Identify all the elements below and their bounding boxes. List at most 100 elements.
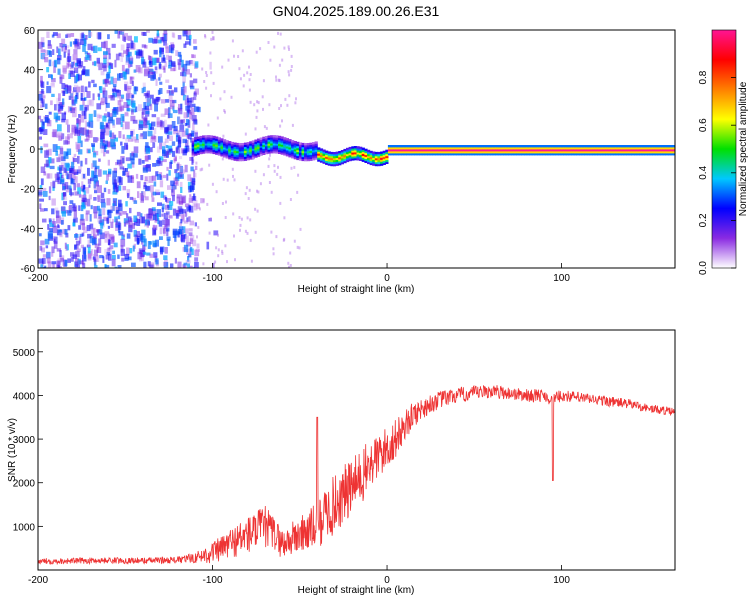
heatmap-cell bbox=[142, 131, 147, 140]
heatmap-cell bbox=[55, 150, 58, 156]
heatmap-cell bbox=[129, 61, 133, 67]
heatmap-cell bbox=[168, 107, 171, 115]
heatmap-cell bbox=[290, 65, 293, 68]
heatmap-cell bbox=[484, 153, 488, 156]
heatmap-cell bbox=[419, 145, 423, 148]
heatmap-cell bbox=[152, 240, 157, 247]
heatmap-cell bbox=[102, 87, 106, 92]
heatmap-cell bbox=[118, 231, 124, 236]
heatmap-cell bbox=[44, 150, 49, 158]
heatmap-cell bbox=[183, 220, 189, 224]
heatmap-cell bbox=[456, 151, 460, 154]
heatmap-cell bbox=[165, 196, 168, 202]
heatmap-cell bbox=[74, 234, 79, 238]
heatmap-cell bbox=[118, 222, 122, 231]
heatmap-cell bbox=[118, 162, 123, 167]
heatmap-cell bbox=[272, 247, 275, 251]
heatmap-cell bbox=[246, 146, 250, 149]
heatmap-cell bbox=[140, 241, 144, 245]
heatmap-cell bbox=[107, 111, 110, 118]
heatmap-cell bbox=[257, 154, 261, 157]
heatmap-cell bbox=[65, 136, 70, 144]
heatmap-cell bbox=[670, 151, 674, 154]
heatmap-cell bbox=[223, 149, 227, 152]
heatmap-cell bbox=[160, 113, 166, 117]
heatmap-cell bbox=[280, 142, 284, 145]
heatmap-cell bbox=[145, 147, 151, 154]
heatmap-cell bbox=[353, 155, 358, 159]
heatmap-cell bbox=[58, 168, 62, 174]
heatmap-cell bbox=[189, 73, 192, 78]
heatmap-cell bbox=[277, 31, 279, 35]
heatmap-cell bbox=[238, 149, 242, 152]
heatmap-cell bbox=[563, 149, 567, 152]
heatmap-cell bbox=[161, 36, 164, 41]
heatmap-cell bbox=[262, 146, 266, 149]
heatmap-cell bbox=[97, 185, 102, 193]
heatmap-cell bbox=[419, 147, 423, 150]
heatmap-cell bbox=[186, 110, 190, 118]
heatmap-cell bbox=[149, 264, 154, 268]
heatmap-cell bbox=[46, 120, 52, 127]
heatmap-cell bbox=[76, 86, 81, 93]
heatmap-cell bbox=[111, 43, 116, 48]
heatmap-cell bbox=[119, 105, 125, 111]
heatmap-cell bbox=[120, 30, 125, 35]
heatmap-cell bbox=[168, 59, 173, 66]
heatmap-cell bbox=[59, 76, 63, 84]
heatmap-cell bbox=[348, 148, 352, 152]
heatmap-cell bbox=[233, 156, 237, 159]
heatmap-cell bbox=[586, 145, 591, 148]
heatmap-cell bbox=[102, 79, 107, 85]
heatmap-cell bbox=[46, 251, 51, 259]
heatmap-cell bbox=[153, 127, 157, 134]
heatmap-cell bbox=[306, 148, 310, 152]
heatmap-cell bbox=[52, 180, 56, 189]
heatmap-cell bbox=[200, 198, 205, 204]
heatmap-cell bbox=[377, 153, 381, 157]
chart-title: GN04.2025.189.00.26.E31 bbox=[273, 3, 440, 19]
heatmap-cell bbox=[48, 148, 52, 156]
heatmap-cell bbox=[153, 252, 158, 258]
heatmap-cell bbox=[148, 56, 151, 64]
heatmap-cell bbox=[220, 138, 224, 141]
heatmap-cell bbox=[133, 215, 138, 222]
heatmap-cell bbox=[380, 153, 384, 156]
heatmap-cell bbox=[516, 147, 520, 150]
heatmap-cell bbox=[148, 176, 154, 183]
heatmap-cell bbox=[657, 151, 661, 154]
heatmap-cell bbox=[79, 33, 83, 40]
heatmap-cell bbox=[65, 45, 70, 49]
heatmap-cell bbox=[40, 104, 43, 108]
heatmap-cell bbox=[38, 189, 43, 197]
heatmap-cell bbox=[177, 135, 181, 141]
heatmap-cell bbox=[87, 253, 92, 261]
heatmap-cell bbox=[202, 149, 206, 152]
heatmap-cell bbox=[207, 149, 211, 152]
heatmap-cell bbox=[249, 100, 252, 104]
heatmap-cell bbox=[267, 135, 271, 138]
heatmap-cell bbox=[186, 30, 191, 36]
heatmap-cell bbox=[203, 80, 206, 83]
heatmap-cell bbox=[565, 149, 570, 152]
heatmap-cell bbox=[83, 185, 86, 190]
heatmap-cell bbox=[236, 158, 240, 162]
heatmap-cell bbox=[542, 151, 546, 154]
heatmap-cell bbox=[448, 147, 452, 150]
heatmap-cell bbox=[147, 261, 151, 267]
heatmap-cell bbox=[217, 143, 221, 146]
heatmap-cell bbox=[268, 181, 271, 184]
heatmap-cell bbox=[293, 141, 297, 144]
heatmap-cell bbox=[254, 155, 258, 158]
heatmap-cell bbox=[57, 225, 60, 229]
heatmap-cell bbox=[105, 232, 110, 237]
heatmap-cell bbox=[524, 153, 528, 156]
heatmap-cell bbox=[118, 199, 122, 207]
heatmap-cell bbox=[393, 145, 397, 148]
heatmap-cell bbox=[254, 139, 258, 142]
heatmap-cell bbox=[185, 105, 191, 111]
heatmap-cell bbox=[251, 152, 255, 155]
heatmap-cell bbox=[466, 149, 470, 152]
heatmap-cell bbox=[46, 67, 50, 73]
heatmap-cell bbox=[97, 169, 102, 177]
